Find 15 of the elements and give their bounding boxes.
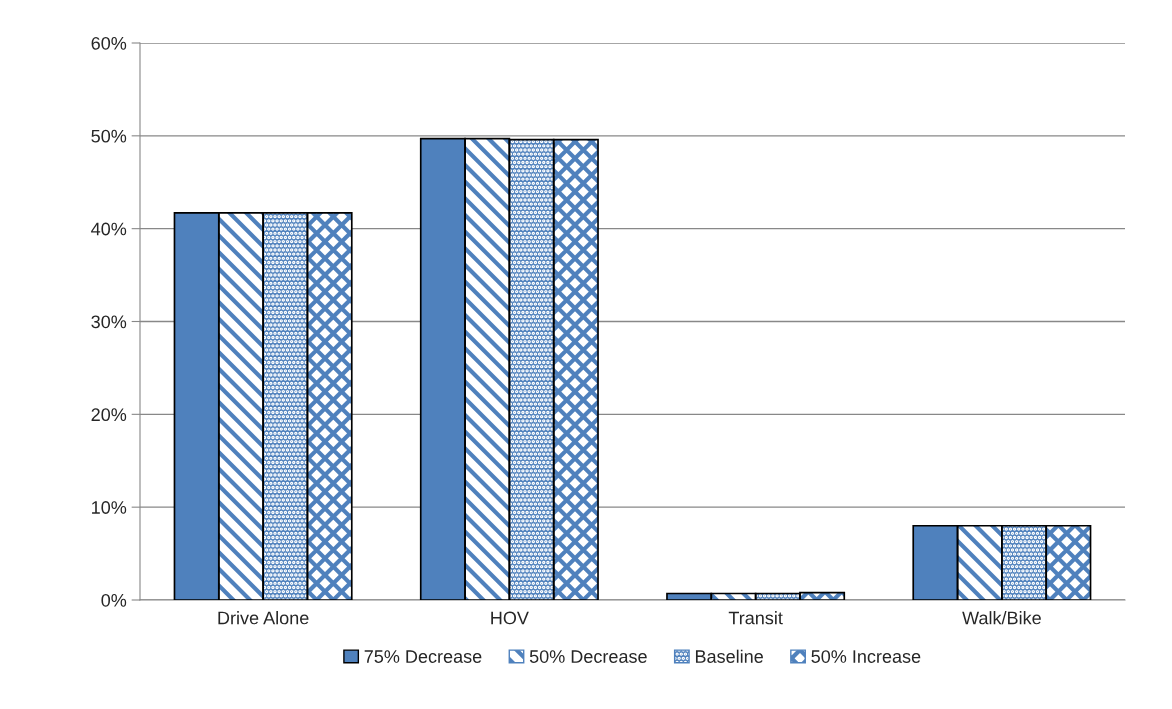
legend-label: 75% Decrease [364, 650, 482, 663]
legend-label: 50% Decrease [529, 650, 647, 663]
legend-label: 50% Increase [811, 650, 921, 663]
y-tick-label: 0% [101, 593, 127, 607]
y-tick-label: 30% [91, 315, 127, 329]
x-tick-label: HOV [491, 611, 529, 625]
y-tick-label: 40% [91, 222, 127, 236]
x-tick-label: Transit [728, 611, 783, 625]
y-tick-label: 50% [91, 129, 127, 143]
y-tick-label: 60% [91, 36, 127, 50]
legend-label: Baseline [695, 649, 763, 663]
x-tick-label: Walk/Bike [962, 611, 1041, 625]
y-tick-label: 20% [91, 408, 127, 422]
y-tick-label: 10% [92, 501, 127, 514]
x-tick-label: Drive Alone [218, 611, 309, 625]
